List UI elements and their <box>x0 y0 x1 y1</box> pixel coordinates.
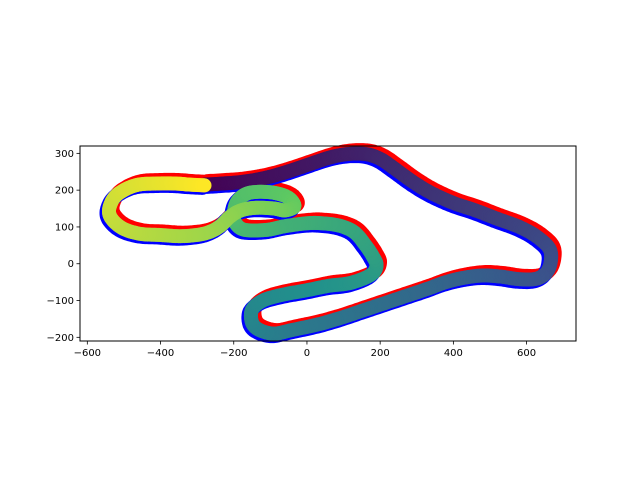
y-tick-label: 300 <box>55 149 74 160</box>
y-tick-label: 200 <box>55 186 74 197</box>
x-tick-label: −600 <box>74 348 101 359</box>
x-tick-label: 200 <box>371 348 390 359</box>
y-tick-label: 0 <box>68 259 74 270</box>
x-tick-label: −400 <box>147 348 174 359</box>
y-axis: −200 −100 0 100 200 300 <box>47 149 80 344</box>
x-tick-label: 600 <box>517 348 536 359</box>
y-tick-label: −200 <box>47 333 74 344</box>
x-tick-label: −200 <box>220 348 247 359</box>
track-point <box>197 178 212 193</box>
x-axis: −600 −400 −200 0 200 400 600 <box>74 341 536 359</box>
y-tick-label: 100 <box>55 222 74 233</box>
y-tick-label: −100 <box>47 296 74 307</box>
x-tick-label: 400 <box>444 348 463 359</box>
track-points <box>102 146 559 341</box>
x-tick-label: 0 <box>304 348 310 359</box>
axes-frame <box>79 145 577 342</box>
